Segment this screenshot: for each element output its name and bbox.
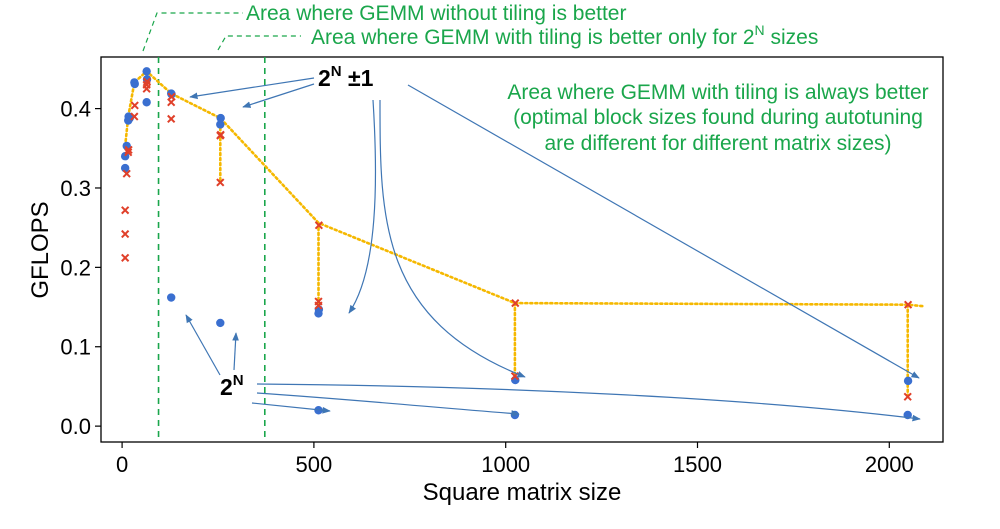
data-point-cross [903,300,913,309]
arrow-pm1-to-256 [242,83,315,108]
data-point-circle [216,120,225,129]
arrow-pm1-to-128 [189,77,315,100]
data-point-cross [216,130,225,139]
y-tick-label: 0.0 [60,414,91,439]
data-point-circle [122,141,131,151]
data-point-cross [903,392,912,401]
region-dividers [157,57,266,442]
arrow-2n-to-512 [251,402,331,414]
data-point-circle [120,163,130,173]
x-axis-title: Square matrix size [423,479,622,506]
label-2n: 2N [220,372,244,400]
arrow-pm1-to-2048 [407,84,920,379]
data-point-cross [314,221,323,230]
y-axis-title: GFLOPS [27,201,54,298]
data-point-cross [314,297,323,306]
x-tick-label: 1000 [481,452,530,477]
data-point-cross [511,298,520,308]
data-point-circle [142,67,151,76]
data-point-cross [216,178,225,187]
envelope-line [123,69,926,308]
data-point-circle [130,79,139,89]
data-point-circle [216,318,225,328]
arrow-2n-to-256 [232,332,239,371]
region-leaders [142,12,301,52]
data-point-cross [130,101,139,110]
data-point-cross [121,229,130,239]
data-point-cross [167,92,176,101]
x-tick-label: 1500 [673,452,722,477]
y-axis: 0.0 0.1 0.2 0.3 0.4 [60,97,101,439]
data-point-circle [510,410,520,420]
annotation-always-line2: (optimal block sizes found during autotu… [513,106,923,129]
data-point-circle [903,376,913,386]
x-tick-label: 2000 [865,452,914,477]
arrow-2n-to-1024 [256,392,520,417]
data-point-circle [142,98,151,107]
data-point-cross [130,112,139,121]
x-tick-label: 0 [116,452,128,477]
arrow-2n-to-128 [185,314,221,376]
data-point-circle [167,90,176,99]
leader-no-tiling [142,12,243,52]
leader-tiling-2n [217,35,301,51]
data-point-circle [216,113,225,123]
label-2n-pm1: 2N ±1 [318,63,374,91]
data-point-cross [142,77,152,86]
y-tick-label: 0.3 [60,176,91,201]
annotation-always-line1: Area where GEMM with tiling is always be… [507,81,928,104]
data-point-cross [122,169,131,178]
arrow-pm1-to-1024 [379,99,526,378]
annotation-tiling-2n: Area where GEMM with tiling is better on… [311,22,818,49]
arrow-2n-to-2048 [256,383,921,422]
data-point-cross [124,145,133,154]
best-performance-envelope [123,69,926,398]
arrow-pm1-to-512 [348,99,377,314]
annotation-always-line3: are different for different matrix sizes… [544,132,891,155]
x-axis: 0 500 1000 1500 2000 [116,442,914,477]
annotation-no-tiling: Area where GEMM without tiling is better [246,2,626,25]
y-tick-label: 0.1 [60,335,91,360]
data-point-cross [121,206,130,215]
series-crosses [121,77,913,401]
y-tick-label: 0.4 [60,97,91,122]
data-point-cross [124,148,133,157]
data-point-cross [121,253,130,262]
x-tick-label: 500 [296,452,333,477]
annotation-arrows [185,77,921,422]
plot-area-frame [100,56,944,443]
y-tick-label: 0.2 [60,255,91,280]
data-point-cross [167,114,176,124]
data-point-circle [166,293,176,302]
